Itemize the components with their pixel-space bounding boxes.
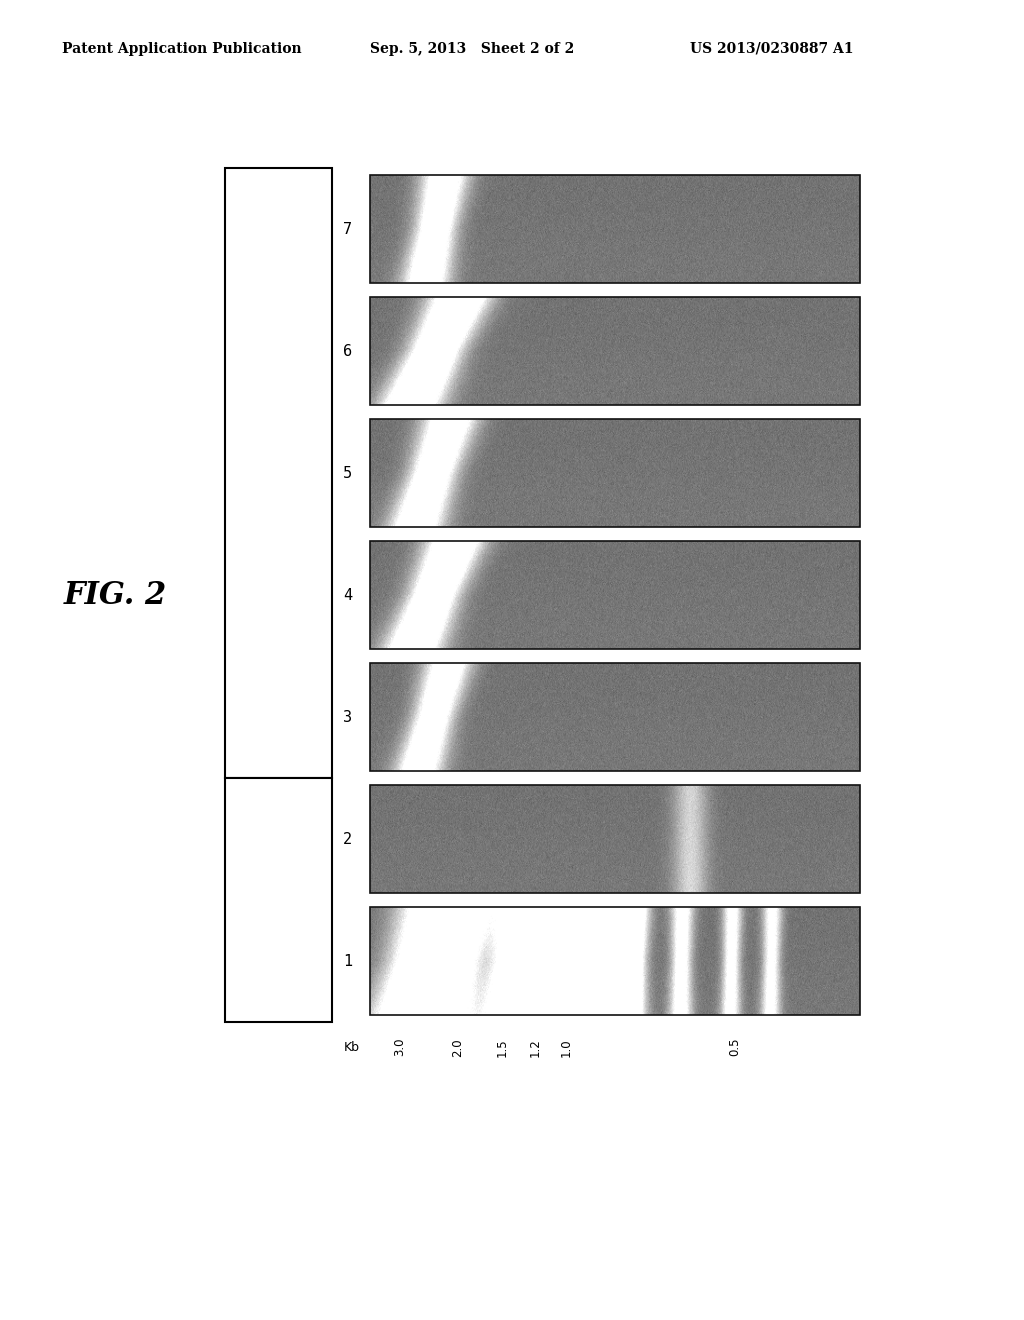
Text: 7: 7	[343, 222, 352, 236]
Text: 2.0: 2.0	[452, 1038, 465, 1056]
Bar	[370, 176, 860, 282]
Text: 6: 6	[343, 343, 352, 359]
Bar	[370, 541, 860, 649]
Bar	[225, 168, 332, 777]
Text: 1: 1	[343, 953, 352, 969]
Text: 0.5: 0.5	[728, 1038, 741, 1056]
Bar	[370, 297, 860, 405]
Text: Sep. 5, 2013   Sheet 2 of 2: Sep. 5, 2013 Sheet 2 of 2	[370, 42, 574, 55]
Text: 3.0: 3.0	[393, 1038, 407, 1056]
Text: Patent Application Publication: Patent Application Publication	[62, 42, 302, 55]
Bar	[225, 777, 332, 1022]
Bar	[370, 663, 860, 771]
Text: ARCHAEAL FAMILY B
DNA POLYMERASE: ARCHAEAL FAMILY B DNA POLYMERASE	[267, 847, 290, 953]
Text: ACHAEAL FAMILY B DNA POLYMERASE
+ OLIGO NUCLEOTIDE INHIBITORS: ACHAEAL FAMILY B DNA POLYMERASE + OLIGO …	[267, 376, 290, 570]
Text: 1.0: 1.0	[559, 1038, 572, 1056]
Bar	[370, 418, 860, 527]
Bar	[370, 785, 860, 894]
Text: US 2013/0230887 A1: US 2013/0230887 A1	[690, 42, 853, 55]
Text: 2: 2	[343, 832, 352, 846]
Text: 1.2: 1.2	[528, 1038, 542, 1057]
Text: 5: 5	[343, 466, 352, 480]
Text: 1.5: 1.5	[496, 1038, 509, 1056]
Text: 3: 3	[343, 710, 352, 725]
Text: FIG. 2: FIG. 2	[63, 579, 167, 610]
Text: 4: 4	[343, 587, 352, 602]
Text: Kb: Kb	[344, 1041, 360, 1053]
Bar	[370, 907, 860, 1015]
